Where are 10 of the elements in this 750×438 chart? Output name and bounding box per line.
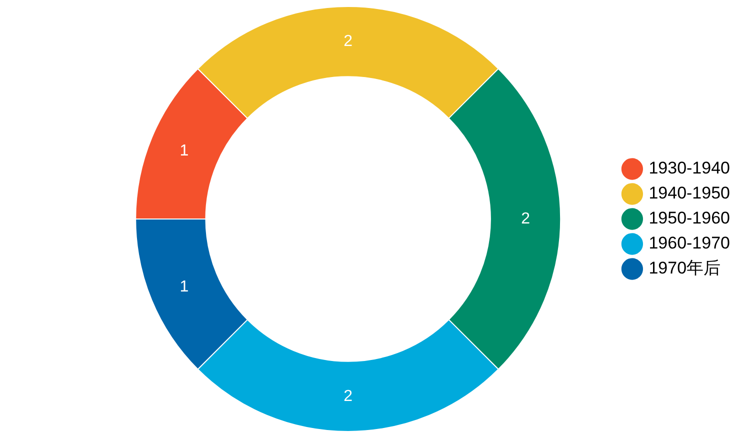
legend-label: 1970年后 <box>648 258 721 278</box>
data-label: 2 <box>344 32 353 50</box>
data-label: 1 <box>180 278 189 296</box>
legend-label: 1940-1950 <box>648 184 730 203</box>
data-label: 2 <box>344 388 353 405</box>
legend-label: 1950-1960 <box>648 208 730 228</box>
legend-label: 1930-1940 <box>648 158 730 178</box>
data-label: 2 <box>521 210 530 228</box>
data-label: 1 <box>180 142 189 160</box>
legend-label: 1960-1970 <box>648 234 730 253</box>
